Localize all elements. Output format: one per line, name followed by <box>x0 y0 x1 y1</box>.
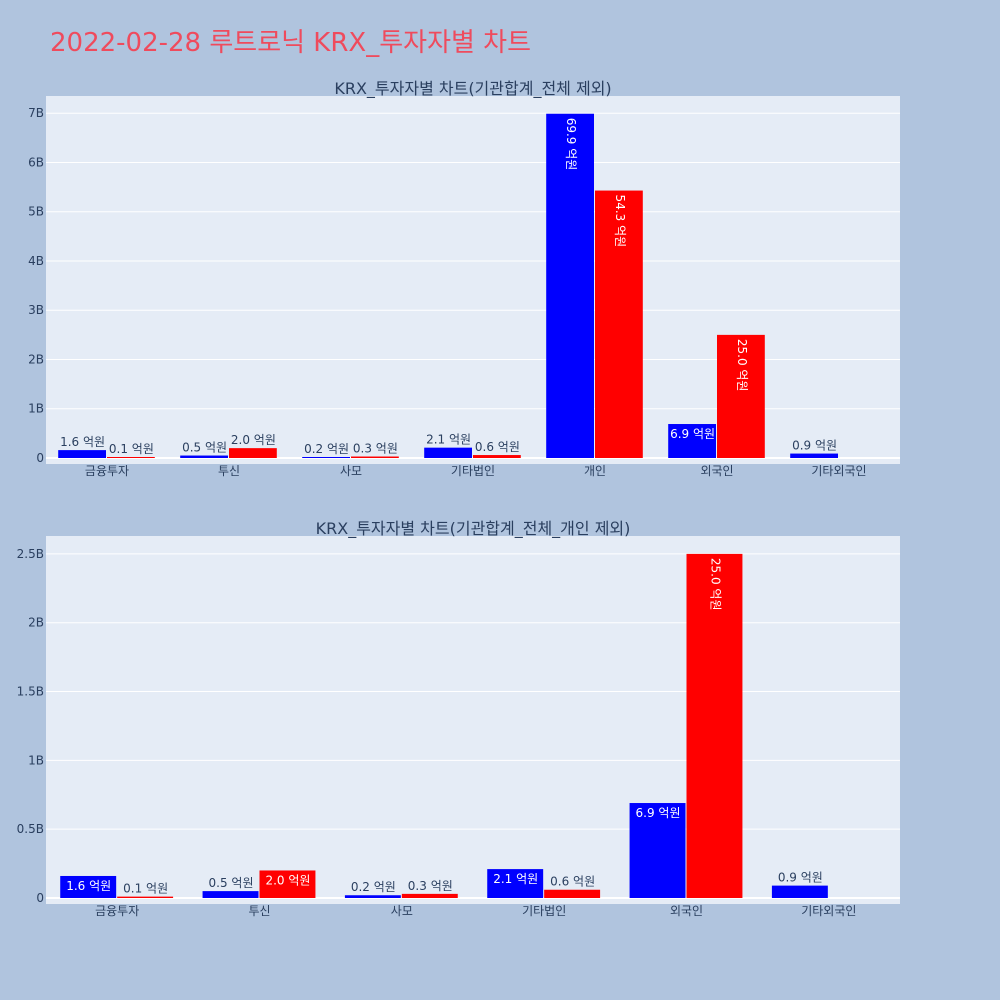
x-axis: 금융투자 투신 사모 기타법인 외국인 기타외국인 <box>95 904 856 918</box>
x-tick-label: 사모 <box>391 904 413 918</box>
data-label: 2.0 억원 <box>265 873 310 887</box>
y-tick-label: 2B <box>28 352 44 366</box>
bar <box>229 448 277 458</box>
bar <box>58 450 106 458</box>
data-label: 0.6 억원 <box>475 440 520 454</box>
chart-bottom: 1.6 억원 0.1 억원 0.5 억원 2.0 억원 0.2 억원 0.3 억원 2.1 … <box>17 519 900 918</box>
bar <box>180 455 228 458</box>
data-label: 0.3 억원 <box>353 442 398 456</box>
y-axis: 0 1B 2B 3B 4B 5B 6B 7B <box>28 106 44 465</box>
x-tick-label: 기타외국인 <box>801 904 856 918</box>
x-axis: 금융투자 투신 사모 기타법인 개인 외국인 기타외국인 <box>85 464 867 478</box>
bar <box>595 190 643 458</box>
data-label: 0.2 억원 <box>304 442 349 456</box>
data-label: 0.5 억원 <box>182 441 227 455</box>
data-label: 2.1 억원 <box>426 433 471 447</box>
grid-lines <box>46 553 900 899</box>
x-tick-label: 기타법인 <box>451 464 495 478</box>
data-label: 0.9 억원 <box>778 871 823 885</box>
page-title: 2022-02-28 루트로닉 KRX_투자자별 차트 <box>50 28 532 58</box>
bar <box>473 455 521 458</box>
bar <box>60 875 117 898</box>
y-tick-label: 2.5B <box>17 547 44 561</box>
bar <box>487 869 544 898</box>
data-label: 69.9 억원 <box>564 118 578 171</box>
bars-group <box>60 553 828 898</box>
data-label: 2.1 억원 <box>493 872 538 886</box>
data-label: 0.6 억원 <box>550 875 595 889</box>
data-label: 0.5 억원 <box>209 876 254 890</box>
bar <box>668 424 716 458</box>
bar <box>790 453 838 458</box>
data-label: 0.1 억원 <box>123 882 168 896</box>
y-axis: 0 0.5B 1B 1.5B 2B 2.5B <box>17 547 44 905</box>
y-tick-label: 6B <box>28 155 44 169</box>
y-tick-label: 5B <box>28 205 44 219</box>
x-tick-label: 개인 <box>584 464 606 478</box>
y-tick-label: 4B <box>28 254 44 268</box>
bars-group <box>58 113 838 458</box>
x-tick-label: 기타법인 <box>522 904 566 918</box>
chart-title: KRX_투자자별 차트(기관합계_전체_개인 제외) <box>316 519 631 539</box>
data-label: 0.2 억원 <box>351 880 396 894</box>
data-label: 54.3 억원 <box>613 195 627 248</box>
x-tick-label: 사모 <box>340 464 362 478</box>
bar <box>424 447 472 458</box>
bar <box>686 553 743 898</box>
bar <box>546 113 594 458</box>
bar <box>629 803 686 898</box>
data-label: 6.9 억원 <box>636 806 681 820</box>
bar <box>401 893 458 898</box>
bar <box>717 334 765 458</box>
x-tick-label: 투신 <box>218 464 240 478</box>
x-tick-label: 금융투자 <box>95 904 139 918</box>
y-tick-label: 7B <box>28 106 44 120</box>
data-label: 2.0 억원 <box>231 433 276 447</box>
bar-labels-group: 1.6 억원 0.1 억원 0.5 억원 2.0 억원 0.2 억원 0.3 억원 2.1 … <box>66 558 823 896</box>
y-tick-label: 1B <box>28 753 44 767</box>
x-tick-label: 금융투자 <box>85 464 129 478</box>
data-label: 1.6 억원 <box>60 435 105 449</box>
y-tick-label: 0 <box>36 891 44 905</box>
x-tick-label: 외국인 <box>700 464 733 478</box>
plot-background <box>46 536 900 904</box>
data-label: 0.3 억원 <box>408 879 453 893</box>
data-label: 6.9 억원 <box>670 427 715 441</box>
bar <box>202 891 259 898</box>
bar <box>351 456 399 458</box>
data-label: 25.0 억원 <box>708 558 722 611</box>
y-tick-label: 1B <box>28 402 44 416</box>
bar <box>302 457 350 458</box>
y-tick-label: 3B <box>28 303 44 317</box>
bar <box>259 870 316 898</box>
bar <box>771 885 828 898</box>
y-tick-label: 0 <box>36 451 44 465</box>
chart-top: 1.6 억원 0.1 억원 0.5 억원 2.0 억원 0.2 억원 0.3 억원 2.1 … <box>28 79 900 478</box>
bar <box>544 889 601 898</box>
y-tick-label: 1.5B <box>17 685 44 699</box>
data-label: 25.0 억원 <box>735 339 749 392</box>
chart-title: KRX_투자자별 차트(기관합계_전체 제외) <box>334 79 611 99</box>
y-tick-label: 0.5B <box>17 822 44 836</box>
data-label: 0.1 억원 <box>109 442 154 456</box>
bar <box>107 457 155 458</box>
bar <box>344 895 401 898</box>
bar-labels-group: 1.6 억원 0.1 억원 0.5 억원 2.0 억원 0.2 억원 0.3 억원 2.1 … <box>60 118 837 456</box>
data-label: 1.6 억원 <box>66 879 111 893</box>
bar <box>117 896 174 898</box>
y-tick-label: 2B <box>28 616 44 630</box>
x-tick-label: 기타외국인 <box>811 464 866 478</box>
x-tick-label: 투신 <box>248 904 270 918</box>
x-tick-label: 외국인 <box>670 904 703 918</box>
data-label: 0.9 억원 <box>792 439 837 453</box>
